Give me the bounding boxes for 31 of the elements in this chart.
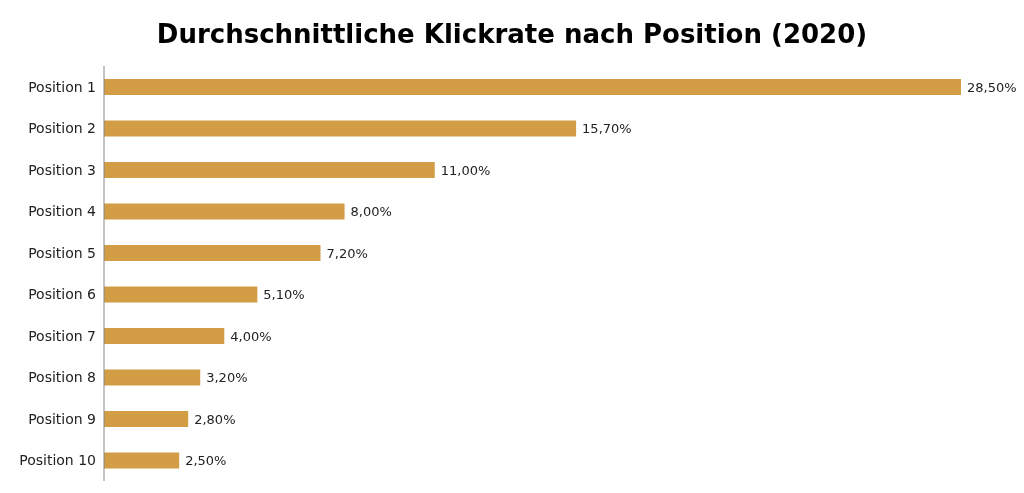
y-tick-label: Position 3 <box>28 161 96 178</box>
bar <box>104 203 345 220</box>
y-tick-label: Position 7 <box>28 327 96 344</box>
data-label: 2,50% <box>185 453 227 468</box>
data-label: 8,00% <box>350 204 392 219</box>
bar <box>104 120 577 137</box>
y-tick-label: Position 8 <box>28 369 96 386</box>
data-label: 3,20% <box>206 370 248 385</box>
y-tick-label: Position 2 <box>28 120 96 137</box>
y-tick-label: Position 1 <box>28 78 96 95</box>
bar <box>104 411 189 427</box>
data-label: 28,50% <box>967 79 1017 95</box>
data-label: 5,10% <box>263 287 305 302</box>
bar <box>104 162 435 178</box>
y-tick-label: Position 6 <box>28 286 97 303</box>
bar <box>104 245 321 261</box>
bar <box>104 79 961 95</box>
bar <box>104 328 225 344</box>
chart-title: Durchschnittliche Klickrate nach Position (2020) <box>155 18 869 51</box>
data-label: 4,00% <box>230 328 272 344</box>
y-tick-label: Position 5 <box>28 244 96 261</box>
bar <box>104 286 258 303</box>
data-label: 2,80% <box>194 411 236 427</box>
y-tick-label: Position 9 <box>28 410 96 427</box>
data-label: 7,20% <box>326 245 368 261</box>
bar <box>104 369 201 386</box>
bar <box>104 452 180 469</box>
data-label: 11,00% <box>440 162 491 178</box>
data-label: 15,70% <box>582 121 632 136</box>
y-tick-label: Position 10 <box>19 452 96 469</box>
y-tick-label: Position 4 <box>28 203 97 220</box>
